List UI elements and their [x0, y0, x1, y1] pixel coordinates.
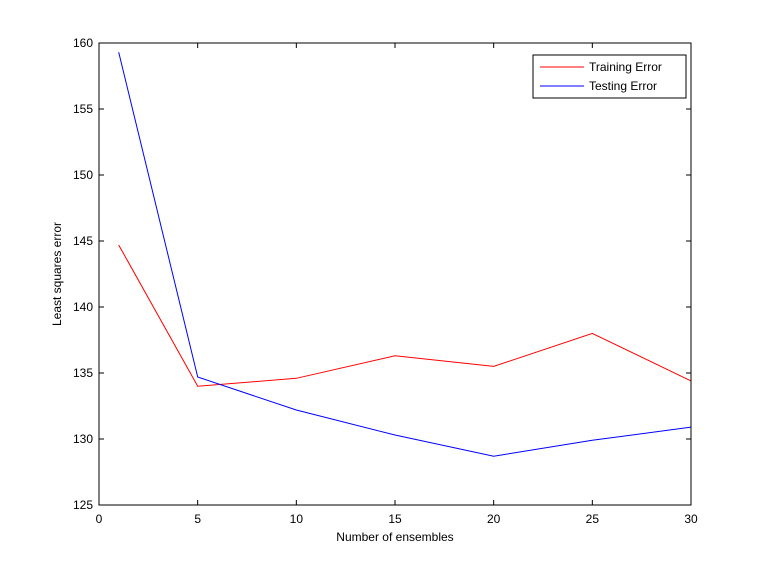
legend-label-testing: Testing Error	[589, 79, 657, 93]
plot-area	[99, 43, 691, 505]
y-axis-label: Least squares error	[50, 222, 64, 326]
legend-box	[532, 54, 687, 99]
x-tick-label: 10	[290, 512, 304, 526]
series-line-testing-error	[118, 52, 692, 457]
y-tick-label: 160	[73, 36, 93, 50]
legend-label-training: Training Error	[589, 60, 662, 74]
y-tick-label: 125	[73, 498, 93, 512]
x-tick-label: 25	[586, 512, 600, 526]
legend: Training Error Testing Error	[532, 54, 687, 99]
y-tick-label: 140	[73, 300, 93, 314]
y-tick-label: 150	[73, 168, 93, 182]
tick-layer: 0 5 10 15 20 25 30 125 130 135 140 145 150 155 160	[73, 36, 698, 526]
series-layer	[118, 52, 692, 457]
x-tick-label: 0	[96, 512, 103, 526]
x-tick-label: 5	[194, 512, 201, 526]
y-tick-label: 135	[73, 366, 93, 380]
x-axis-label: Number of ensembles	[336, 530, 453, 544]
x-tick-label: 30	[684, 512, 698, 526]
x-tick-label: 20	[487, 512, 501, 526]
y-tick-label: 145	[73, 234, 93, 248]
series-line-training-error	[118, 244, 692, 387]
x-tick-label: 15	[388, 512, 402, 526]
y-tick-label: 130	[73, 432, 93, 446]
y-tick-label: 155	[73, 102, 93, 116]
